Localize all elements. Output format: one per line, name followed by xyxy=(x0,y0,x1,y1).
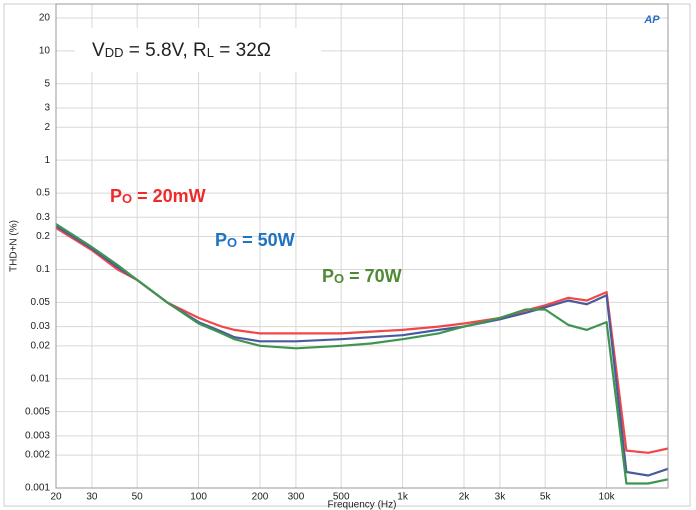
annotation-main: P xyxy=(110,186,122,206)
annotation-sub: O xyxy=(334,271,344,286)
annotation-rest: = 70W xyxy=(344,266,402,286)
x-tick-label: 30 xyxy=(86,492,98,503)
y-tick-label: 0.03 xyxy=(31,321,51,332)
x-tick-label: 3k xyxy=(495,492,507,503)
y-tick-label: 10 xyxy=(39,46,51,57)
x-tick-label: 50 xyxy=(132,492,144,503)
y-tick-label: 0.02 xyxy=(31,340,51,351)
condition: VDD = 5.8V, RL = 32Ω xyxy=(92,40,271,61)
y-tick-label: 0.003 xyxy=(25,431,50,442)
series-line xyxy=(55,223,669,485)
annotation-main: P xyxy=(322,266,334,286)
x-tick-label: 10k xyxy=(599,492,616,503)
y-tick-label: 0.2 xyxy=(36,231,50,242)
plot-border xyxy=(55,3,669,489)
annotation-sub: O xyxy=(122,191,132,206)
frame xyxy=(3,3,691,507)
x-tick-label: 2k xyxy=(459,492,471,503)
lines xyxy=(55,223,669,485)
x-tick-label: 300 xyxy=(288,492,305,503)
y-tick-label: 0.005 xyxy=(25,406,50,417)
y-tick-label: 5 xyxy=(44,78,50,89)
x-tick-label: 20 xyxy=(50,492,62,503)
condition-box xyxy=(75,28,321,72)
x-axis-label: Frequency (Hz) xyxy=(328,500,397,510)
annotation-rest: = 50W xyxy=(237,230,295,250)
y-tick-label: 0.001 xyxy=(25,483,50,494)
x-tick-label: 200 xyxy=(252,492,269,503)
annotation-sub: O xyxy=(227,235,237,250)
annotation: PO = 70W xyxy=(322,266,402,287)
y-tick-label: 1 xyxy=(44,155,50,166)
y-tick-label: 20 xyxy=(39,13,51,24)
y-tick-label: 0.3 xyxy=(36,212,50,223)
x-tick-label: 5k xyxy=(540,492,552,503)
y-tick-label: 0.002 xyxy=(25,450,50,461)
y-axis-label: THD+N (%) xyxy=(9,220,20,272)
y-tick-label: 0.01 xyxy=(31,373,51,384)
x-tick-label: 100 xyxy=(190,492,207,503)
y-tick-label: 3 xyxy=(44,103,50,114)
annotation: PO = 50W xyxy=(215,230,295,251)
logo: AP xyxy=(643,14,660,26)
y-tick-label: 0.1 xyxy=(36,264,50,275)
annotation-main: P xyxy=(215,230,227,250)
annotation: PO = 20mW xyxy=(110,186,206,207)
x-tick-label: 500 xyxy=(333,492,350,503)
y-tick-label: 0.5 xyxy=(36,188,50,199)
x-tick-label: 1k xyxy=(397,492,409,503)
annotation-rest: = 20mW xyxy=(132,186,206,206)
y-tick-label: 2 xyxy=(44,122,50,133)
y-tick-label: 0.05 xyxy=(31,297,51,308)
